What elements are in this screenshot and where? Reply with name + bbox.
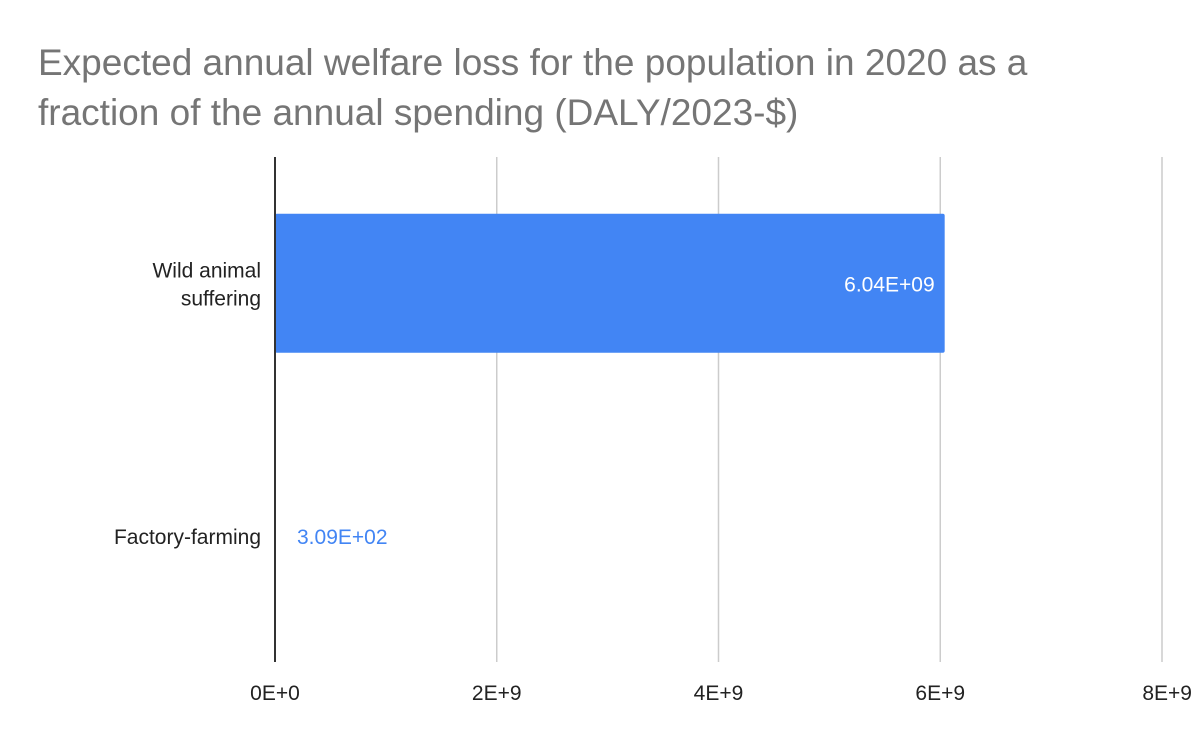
x-tick-labels: 0E+0 2E+9 4E+9 6E+9 8E+9 xyxy=(250,682,1192,705)
data-labels: 6.04E+09 3.09E+02 xyxy=(297,273,935,549)
x-tick-label-1: 2E+9 xyxy=(472,682,522,705)
data-label-1: 3.09E+02 xyxy=(297,526,388,549)
category-labels: Wild animal suffering Factory-farming xyxy=(114,259,261,549)
category-label-1: Factory-farming xyxy=(114,526,261,549)
x-tick-label-2: 4E+9 xyxy=(694,682,744,705)
bar-0 xyxy=(275,213,945,353)
data-label-0: 6.04E+09 xyxy=(844,273,935,296)
x-tick-label-0: 0E+0 xyxy=(250,682,300,705)
category-label-0: Wild animal suffering xyxy=(152,259,261,310)
x-tick-label-3: 6E+9 xyxy=(915,682,965,705)
chart-title: Expected annual welfare loss for the pop… xyxy=(38,42,1028,133)
x-tick-label-4: 8E+9 xyxy=(1142,682,1192,705)
